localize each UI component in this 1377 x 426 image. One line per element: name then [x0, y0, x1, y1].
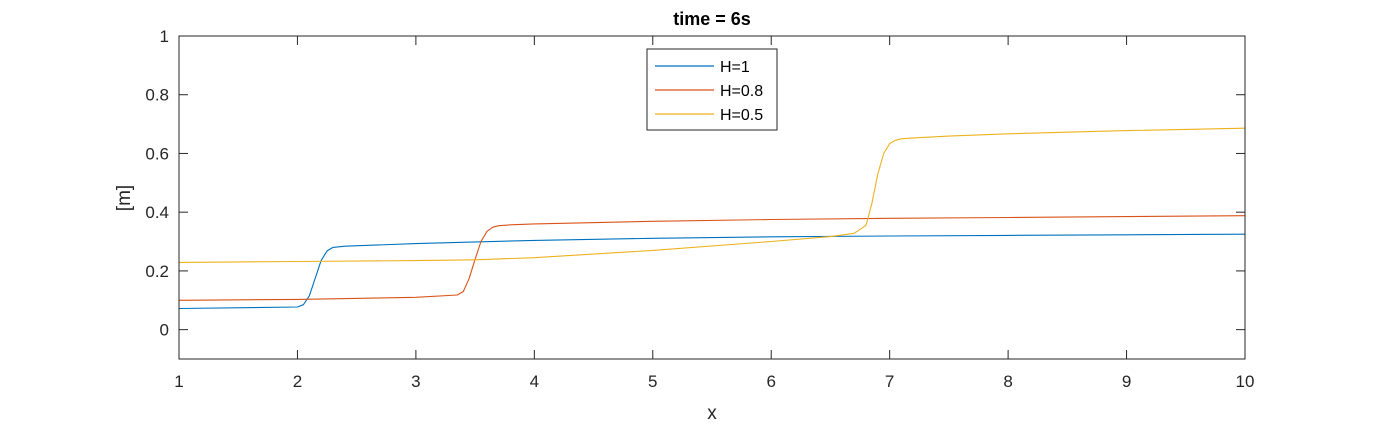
chart-title: time = 6s [673, 9, 751, 29]
x-tick-label: 10 [1236, 372, 1255, 391]
series-line-2 [178, 215, 1246, 301]
y-tick-label: 0.4 [145, 203, 169, 222]
y-tick-label: 0.6 [145, 144, 169, 163]
y-tick-label: 0.8 [145, 86, 169, 105]
y-tick-label: 1 [160, 27, 169, 46]
x-tick-label: 3 [411, 372, 420, 391]
legend-label-3: H=0.5 [720, 107, 763, 124]
series-layer [178, 127, 1246, 310]
legend-label-1: H=1 [720, 59, 750, 76]
axes-frame [178, 35, 1246, 360]
y-tick-label: 0 [160, 321, 169, 340]
x-tick-label: 9 [1122, 372, 1131, 391]
x-tick-label: 2 [293, 372, 302, 391]
x-axis-label: x [707, 403, 717, 424]
x-tick-label: 7 [885, 372, 894, 391]
series-line-3 [178, 127, 1246, 263]
x-tick-label: 6 [766, 372, 775, 391]
axes-layer: 1 2 3 4 5 6 7 8 9 10 0 0.2 0.4 0.6 0.8 1 [145, 27, 1254, 391]
x-tick-label: 1 [174, 372, 183, 391]
y-axis-label: [m] [114, 185, 135, 211]
legend-label-2: H=0.8 [720, 83, 763, 100]
y-tick-label: 0.2 [145, 262, 169, 281]
x-tick-label: 5 [648, 372, 657, 391]
legend: H=1 H=0.8 H=0.5 [646, 48, 778, 131]
x-tick-label: 8 [1003, 372, 1012, 391]
x-tick-label: 4 [530, 372, 539, 391]
